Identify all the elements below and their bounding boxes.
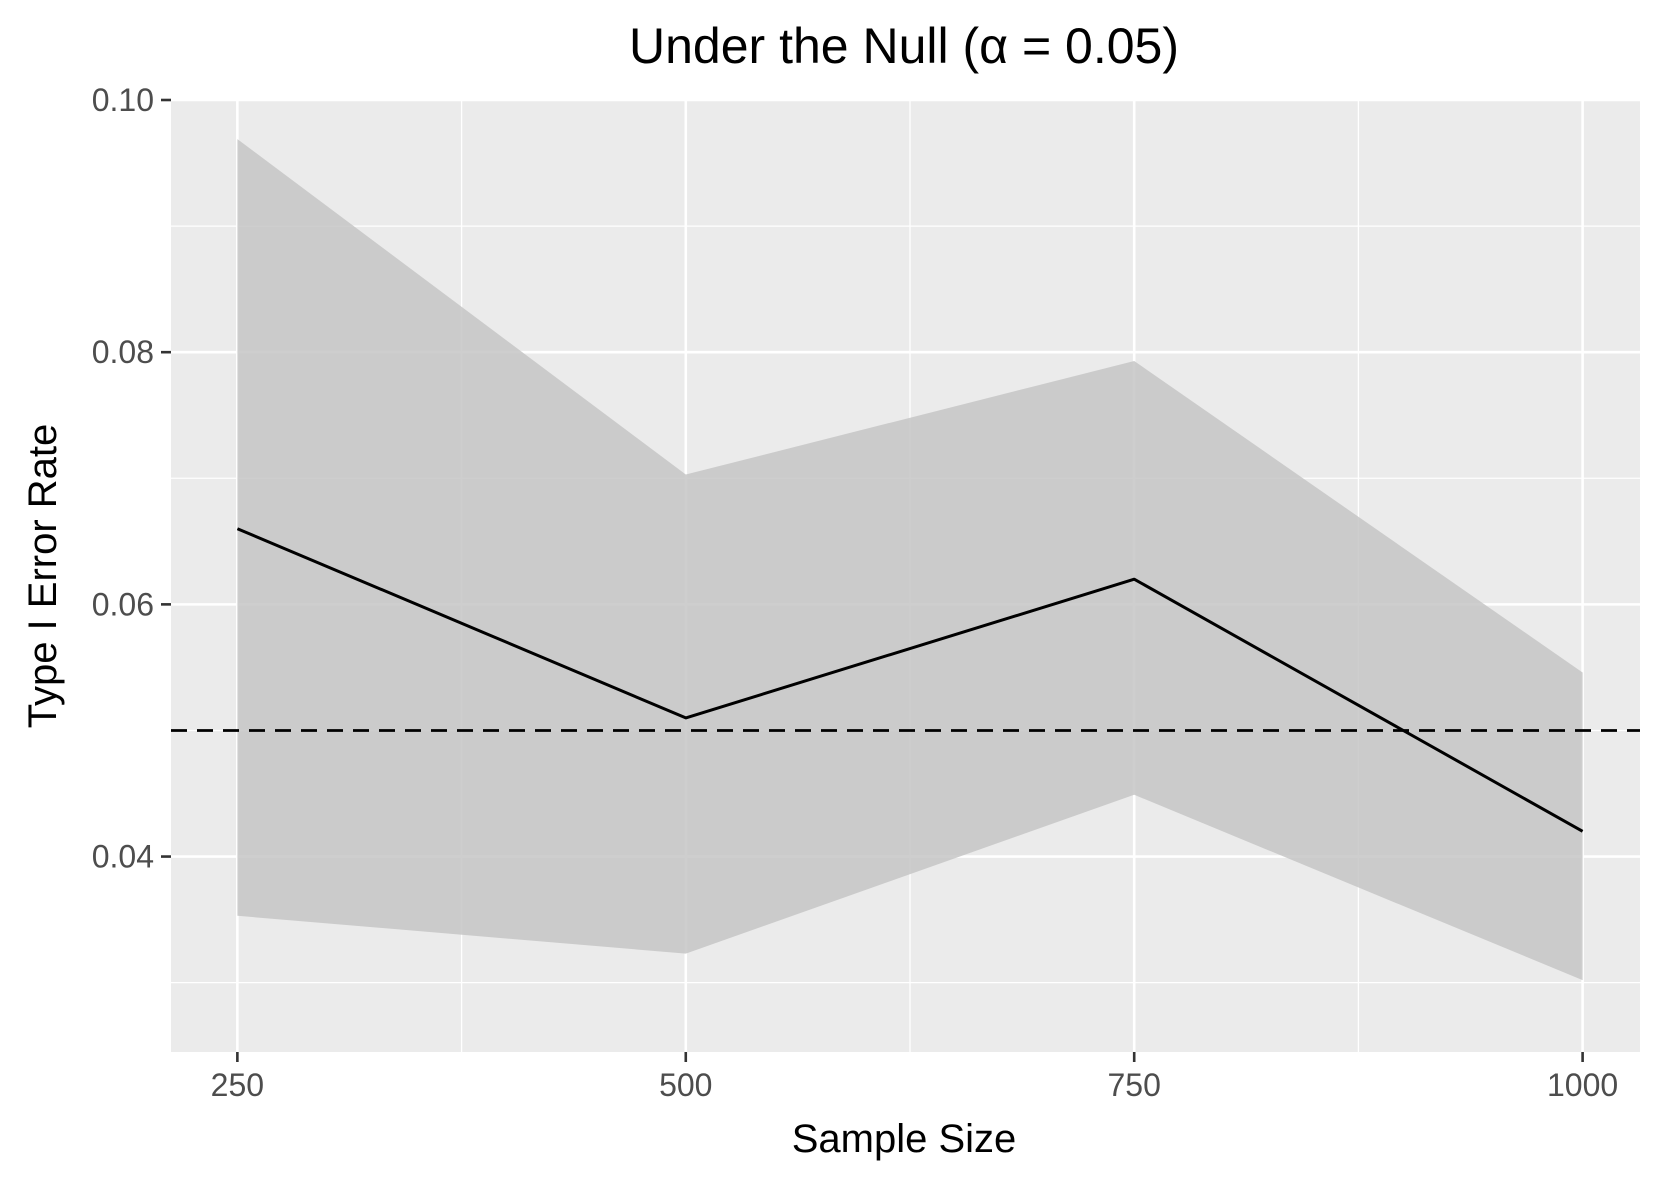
chart-title: Under the Null (α = 0.05) xyxy=(629,18,1179,74)
y-axis-title: Type I Error Rate xyxy=(21,424,65,729)
x-tick-label: 250 xyxy=(211,1067,264,1103)
x-axis: 250 500 750 1000 xyxy=(211,1052,1618,1103)
y-tick-label: 0.06 xyxy=(92,586,154,622)
x-tick-label: 500 xyxy=(659,1067,712,1103)
y-tick-label: 0.08 xyxy=(92,334,154,370)
series-line xyxy=(236,527,1584,833)
x-tick-label: 750 xyxy=(1107,1067,1160,1103)
y-tick-label: 0.10 xyxy=(92,82,154,118)
x-axis-title: Sample Size xyxy=(792,1117,1017,1161)
confidence-ribbon xyxy=(237,139,1583,981)
x-tick-label: 1000 xyxy=(1547,1067,1618,1103)
y-tick-label: 0.04 xyxy=(92,839,154,875)
y-axis: 0.04 0.06 0.08 0.10 xyxy=(92,82,171,875)
